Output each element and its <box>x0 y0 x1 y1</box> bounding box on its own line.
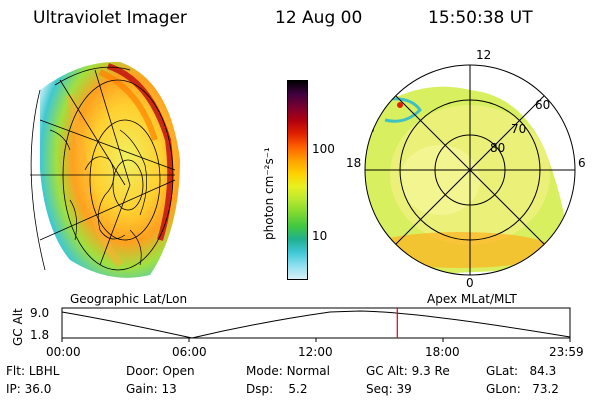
altitude-ytick-high: 9.0 <box>30 306 50 320</box>
x-tick-0000: 00:00 <box>46 345 81 359</box>
status-glat: GLat: 84.3 <box>486 364 557 378</box>
mlat-label-80: 80 <box>490 141 506 155</box>
status-glon: GLon: 73.2 <box>486 382 559 396</box>
x-tick-0600: 06:00 <box>172 345 207 359</box>
mlt-label-6: 6 <box>578 156 586 170</box>
mlat-label-70: 70 <box>511 122 527 136</box>
mlat-label-60: 60 <box>535 98 551 112</box>
x-tick-1800: 18:00 <box>425 345 460 359</box>
colorbar-tick-100: 100 <box>312 142 335 156</box>
x-tick-2359: 23:59 <box>549 345 584 359</box>
status-mode: Mode: Normal <box>246 364 330 378</box>
status-gain: Gain: 13 <box>126 382 177 396</box>
mlt-label-0: 0 <box>466 276 474 290</box>
colorbar-tick-10: 10 <box>312 229 328 243</box>
status-ip: IP: 36.0 <box>6 382 52 396</box>
status-seq: Seq: 39 <box>366 382 412 396</box>
apex-panel-label: Apex MLat/MLT <box>427 292 517 306</box>
status-flt: Flt: LBHL <box>6 364 60 378</box>
time-label: 15:50:38 UT <box>428 8 533 28</box>
status-dsp: Dsp: 5.2 <box>246 382 308 396</box>
status-door: Door: Open <box>126 364 195 378</box>
instrument-title: Ultraviolet Imager <box>33 8 187 28</box>
x-tick-1200: 12:00 <box>298 345 333 359</box>
status-gcalt: GC Alt: 9.3 Re <box>366 364 450 378</box>
color-scale-bar <box>287 80 308 280</box>
date-label: 12 Aug 00 <box>275 8 363 28</box>
geographic-panel-label: Geographic Lat/Lon <box>70 292 188 306</box>
altitude-ytick-low: 1.8 <box>30 328 50 342</box>
mlt-label-18: 18 <box>346 156 362 170</box>
mlt-label-12: 12 <box>476 48 492 62</box>
